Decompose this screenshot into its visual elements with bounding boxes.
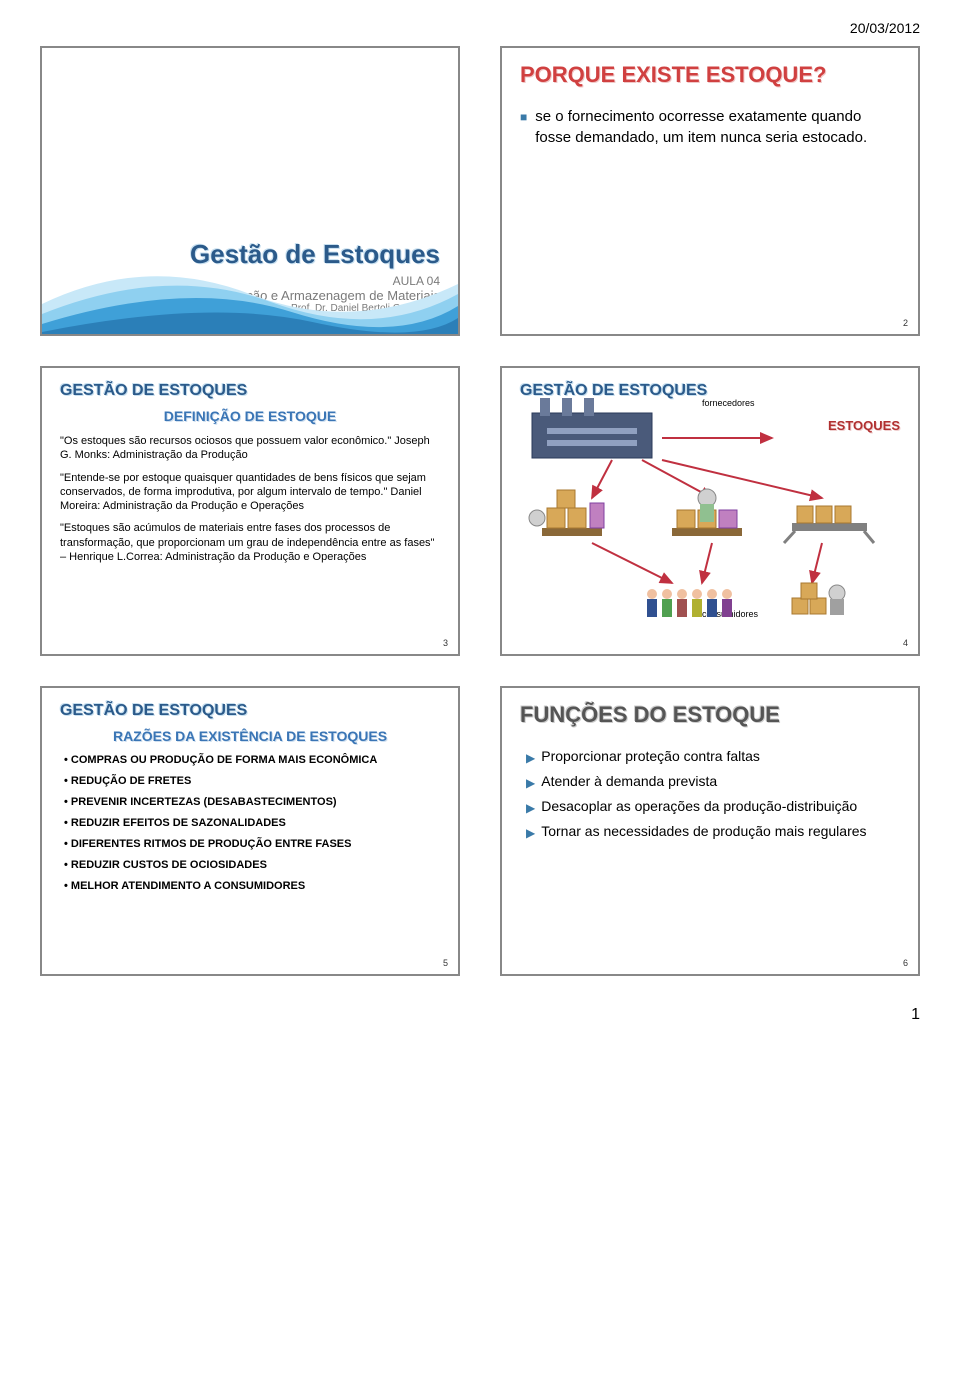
list-item: COMPRAS OU PRODUÇÃO DE FORMA MAIS ECONÔM… <box>64 754 440 766</box>
supply-chain-diagram <box>512 398 882 638</box>
list-item: DIFERENTES RITMOS DE PRODUÇÃO ENTRE FASE… <box>64 838 440 850</box>
slide-2: PORQUE EXISTE ESTOQUE? ■ se o fornecimen… <box>500 46 920 336</box>
arrow-icon: ▶ <box>526 774 535 792</box>
slide2-heading: PORQUE EXISTE ESTOQUE? <box>520 62 900 88</box>
list-item: ▶ Tornar as necessidades de produção mais… <box>526 821 900 842</box>
slide3-header: GESTÃO DE ESTOQUES <box>60 382 440 400</box>
bullet-icon: ■ <box>520 109 527 148</box>
slide-number: 5 <box>443 958 448 968</box>
page-date: 20/03/2012 <box>40 20 920 36</box>
list-item: REDUZIR CUSTOS DE OCIOSIDADES <box>64 859 440 871</box>
list-item: MELHOR ATENDIMENTO A CONSUMIDORES <box>64 880 440 892</box>
slide3-subheading: DEFINIÇÃO DE ESTOQUE <box>60 408 440 424</box>
list-item: PREVENIR INCERTEZAS (DESABASTECIMENTOS) <box>64 796 440 808</box>
arrow-icon: ▶ <box>526 824 535 842</box>
slide-3: GESTÃO DE ESTOQUES DEFINIÇÃO DE ESTOQUE … <box>40 366 460 656</box>
list-item: ▶ Proporcionar proteção contra faltas <box>526 746 900 767</box>
slide-number: 3 <box>443 638 448 648</box>
wave-graphic <box>42 244 458 334</box>
item-text: Atender à demanda prevista <box>541 771 717 792</box>
slide3-p3: "Estoques são acúmulos de materiais entr… <box>60 521 440 564</box>
arrow-icon: ▶ <box>526 799 535 817</box>
slide5-list: COMPRAS OU PRODUÇÃO DE FORMA MAIS ECONÔM… <box>60 754 440 892</box>
slide3-p1: "Os estoques são recursos ociosos que po… <box>60 434 440 463</box>
list-item: ▶ Desacoplar as operações da produção-dis… <box>526 796 900 817</box>
slide-number: 6 <box>903 958 908 968</box>
item-text: Desacoplar as operações da produção-dist… <box>541 796 857 817</box>
slide-5: GESTÃO DE ESTOQUES RAZÕES DA EXISTÊNCIA … <box>40 686 460 976</box>
slides-grid: Gestão de Estoques AULA 04 Movimentação … <box>40 46 920 976</box>
list-item: ▶ Atender à demanda prevista <box>526 771 900 792</box>
slide-1: Gestão de Estoques AULA 04 Movimentação … <box>40 46 460 336</box>
list-item: REDUÇÃO DE FRETES <box>64 775 440 787</box>
slide6-list: ▶ Proporcionar proteção contra faltas ▶ At… <box>520 746 900 842</box>
item-text: Tornar as necessidades de produção mais … <box>541 821 866 842</box>
slide-4: GESTÃO DE ESTOQUES fornecedores ESTOQUES… <box>500 366 920 656</box>
slide-6: FUNÇÕES DO ESTOQUE ▶ Proporcionar proteçã… <box>500 686 920 976</box>
slide2-bullet: se o fornecimento ocorresse exatamente q… <box>535 106 900 148</box>
slide5-subheading: RAZÕES DA EXISTÊNCIA DE ESTOQUES <box>60 728 440 744</box>
slide6-heading: FUNÇÕES DO ESTOQUE <box>520 702 900 728</box>
list-item: REDUZIR EFEITOS DE SAZONALIDADES <box>64 817 440 829</box>
arrow-icon: ▶ <box>526 749 535 767</box>
slide-number: 2 <box>903 318 908 328</box>
slide3-p2: "Entende-se por estoque quaisquer quanti… <box>60 471 440 514</box>
slide-number: 4 <box>903 638 908 648</box>
item-text: Proporcionar proteção contra faltas <box>541 746 760 767</box>
slide5-header: GESTÃO DE ESTOQUES <box>60 702 440 720</box>
page-number: 1 <box>40 1006 920 1024</box>
